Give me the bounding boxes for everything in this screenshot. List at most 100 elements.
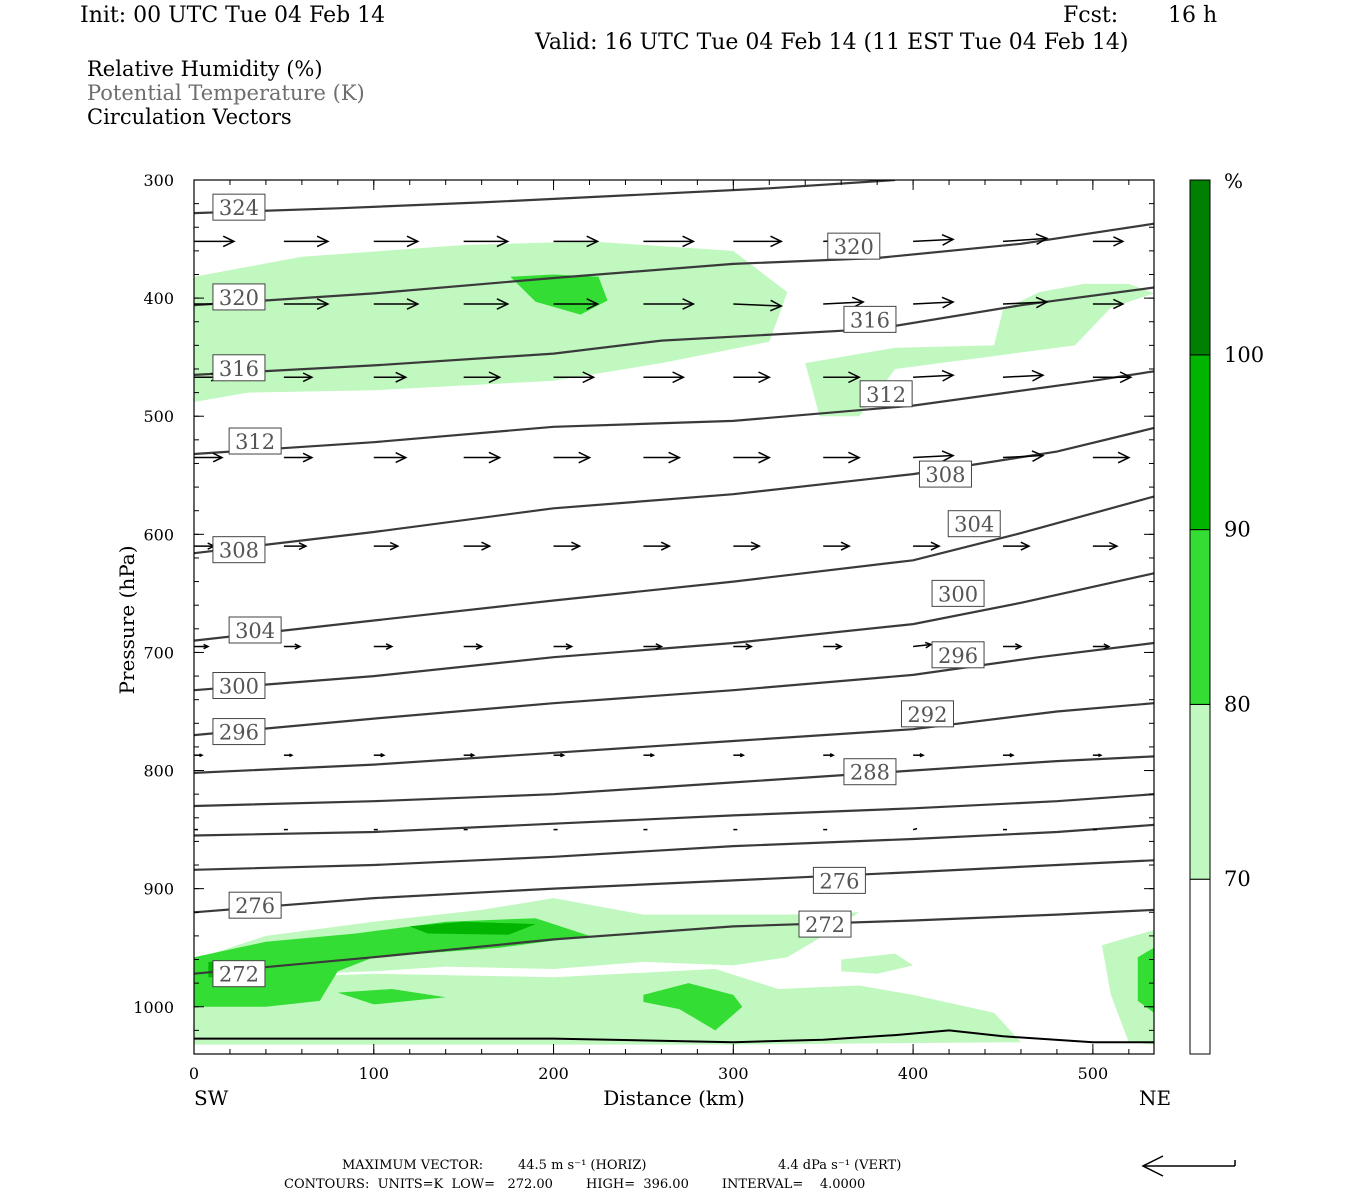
circulation-vector (373, 235, 420, 248)
circulation-vector (194, 542, 216, 550)
colorbar-label: 80 (1224, 692, 1251, 716)
circulation-vector (643, 451, 682, 464)
vector-head (488, 371, 502, 384)
circulation-vector (194, 753, 204, 758)
circulation-vector (643, 753, 656, 758)
vector-head (481, 541, 492, 551)
y-tick-label: 400 (143, 289, 174, 308)
theta-label-text: 300 (219, 675, 259, 699)
theta-label-box (843, 758, 897, 786)
vector-head (294, 643, 302, 650)
vector-head (1014, 643, 1023, 650)
vector-head (199, 753, 204, 758)
vector-head (302, 372, 314, 383)
circulation-vector (283, 298, 330, 310)
theta-label-box (212, 283, 266, 311)
theta-label-text: 292 (907, 703, 947, 727)
vector-head (1113, 236, 1125, 247)
vector-shaft (912, 827, 918, 831)
circulation-vector (733, 643, 754, 650)
vector-head (750, 541, 762, 551)
y-tick-label: 800 (143, 762, 174, 781)
y-tick-label: 300 (143, 171, 174, 190)
vector-head (578, 451, 592, 464)
theta-label-box (900, 700, 954, 728)
x-tick-label: 500 (1078, 1064, 1109, 1083)
theta-label-text: 272 (805, 913, 845, 937)
vector-head (758, 451, 772, 464)
theta-label-292: 292 (900, 700, 954, 728)
theta-label-box (812, 866, 866, 894)
theta-label-304: 304 (947, 510, 1001, 538)
theta-label-296: 296 (212, 718, 266, 746)
theta-label-316: 316 (843, 305, 897, 333)
legend-rh: Relative Humidity (%) (87, 57, 323, 81)
theta-contour-280 (194, 823, 1154, 871)
theta-label-box (212, 672, 266, 700)
vector-head (406, 235, 420, 248)
vector-head (289, 753, 294, 758)
y-tick-label: 600 (143, 525, 174, 544)
circulation-vector (1002, 233, 1049, 246)
vector-head (848, 371, 861, 384)
x-tick-label: 0 (189, 1064, 199, 1083)
theta-label-text: 288 (850, 761, 890, 785)
circulation-vector (1092, 541, 1119, 551)
circulation-vector (733, 541, 762, 551)
circulation-vector (823, 296, 865, 309)
vector-head (488, 451, 502, 464)
vector-head (1009, 753, 1015, 758)
vector-head (682, 298, 696, 310)
theta-label-box (798, 910, 852, 938)
vector-head (496, 235, 510, 248)
vector-head (316, 235, 330, 248)
theta-label-272: 272 (212, 960, 266, 988)
colorbar-label: 70 (1224, 867, 1251, 891)
theta-label-box (931, 579, 985, 607)
circulation-vector (553, 451, 592, 464)
vector-head (586, 235, 600, 248)
y-tick-label: 700 (143, 643, 174, 662)
theta-label-box (212, 718, 266, 746)
circulation-vector (913, 541, 941, 551)
circulation-vector (373, 298, 420, 310)
theta-label-box (947, 510, 1001, 538)
theta-label-text: 304 (235, 619, 275, 643)
theta-contour-296 (194, 641, 1154, 737)
theta-label-text: 276 (235, 894, 275, 918)
theta-label-304: 304 (228, 616, 282, 644)
circulation-vector (913, 296, 955, 309)
vector-head (203, 643, 210, 650)
theta-label-box (827, 232, 881, 260)
vector-shaft (1002, 301, 1048, 305)
circulation-vector (1092, 753, 1103, 758)
theta-contour-324 (194, 180, 896, 215)
circulation-vector (463, 451, 502, 464)
circulation-vector (913, 753, 925, 758)
circulation-vector (1092, 451, 1131, 464)
circulation-vector (463, 235, 510, 248)
circulation-vector (733, 299, 784, 312)
vector-head (649, 753, 656, 758)
vector-head (1031, 369, 1045, 382)
vector-head (389, 541, 400, 551)
theta-label-300: 300 (931, 579, 985, 607)
forecast-label: Fcst: (1063, 3, 1119, 28)
colorbar-segment (1189, 703, 1211, 880)
theta-label-box (859, 380, 913, 408)
vector-head (1103, 643, 1111, 650)
rh-region-80 (643, 983, 743, 1031)
theta-contour-272 (194, 908, 1154, 975)
vector-shaft (913, 454, 954, 459)
circulation-vector (1002, 643, 1023, 650)
legend-vectors: Circulation Vectors (87, 105, 292, 129)
vector-head (941, 369, 955, 382)
theta-label-288: 288 (843, 758, 897, 786)
vector-head (560, 753, 566, 758)
circulation-vector (553, 643, 574, 650)
theta-label-box (228, 891, 282, 919)
circulation-vector (373, 371, 408, 383)
max-vector-horiz: 44.5 m s⁻¹ (HORIZ) (518, 1158, 647, 1173)
theta-contour-304 (194, 495, 1154, 642)
rh-region-80 (194, 918, 590, 1007)
